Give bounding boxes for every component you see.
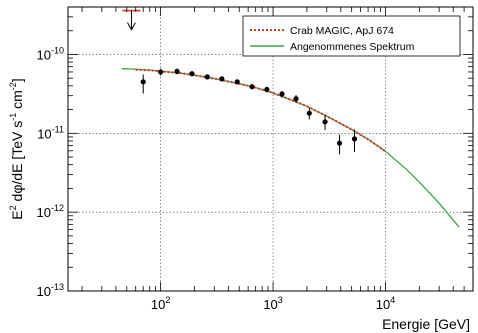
spectrum-curves — [121, 68, 460, 228]
y-tick-label: 10-12 — [37, 203, 64, 220]
x-tick-label: 103 — [263, 295, 282, 312]
y-axis-title: E2 dφ/dE [TeV s-1 cm-2] — [8, 78, 25, 219]
data-point — [322, 119, 328, 125]
legend-label-crab-magic: Crab MAGIC, ApJ 674 — [290, 25, 394, 37]
data-point — [219, 76, 225, 82]
data-point — [306, 110, 312, 116]
upper-limit-arrow-head — [127, 22, 136, 31]
y-tick-label: 10-10 — [37, 45, 64, 62]
upper-limit-marker — [122, 9, 141, 31]
y-tick-label: 10-11 — [37, 124, 64, 141]
data-point — [234, 79, 240, 85]
data-point — [249, 84, 255, 90]
data-point — [264, 86, 270, 93]
data-point — [204, 74, 210, 80]
data-point — [189, 71, 195, 77]
data-point — [174, 68, 180, 74]
data-point — [336, 140, 343, 146]
axis-tick-labels: 102 103 104 10-10 10-11 10-12 10-13 — [37, 45, 396, 312]
data-point — [158, 69, 164, 75]
y-tick-label: 10-13 — [37, 282, 64, 299]
data-point — [279, 91, 285, 97]
legend: Crab MAGIC, ApJ 674 Angenommenes Spektru… — [242, 15, 461, 57]
data-point — [140, 79, 146, 85]
x-tick-label: 104 — [376, 295, 395, 312]
legend-label-assumed-spectrum: Angenommenes Spektrum — [290, 41, 415, 53]
data-point — [293, 96, 299, 102]
x-tick-label: 102 — [151, 295, 170, 312]
plot-frame — [67, 6, 474, 292]
legend-box — [242, 15, 461, 57]
axis-ticks — [68, 6, 474, 292]
x-axis-title: Energie [GeV] — [382, 316, 470, 332]
series-line-crab-magic — [135, 68, 387, 153]
data-point — [351, 136, 358, 142]
data-points — [140, 68, 358, 155]
